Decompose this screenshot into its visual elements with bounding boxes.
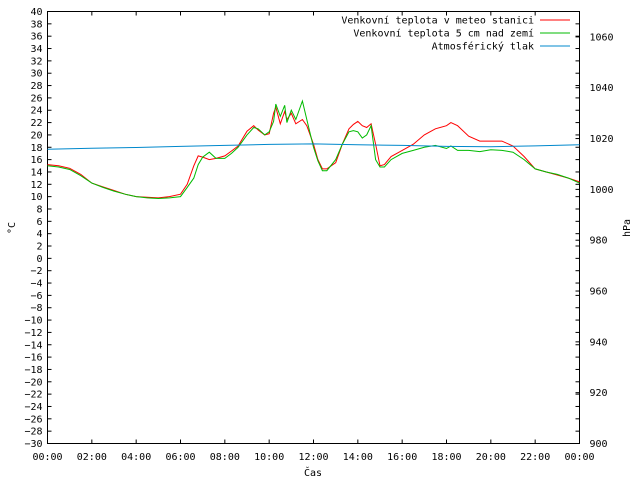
x-tick-label: 02:00 (77, 452, 107, 463)
y-tick-label: 26 (30, 93, 42, 104)
y-tick-label: 28 (30, 81, 42, 92)
y-tick-label: −8 (30, 303, 42, 314)
y2-tick-label: 1060 (590, 32, 614, 43)
y-tick-label: 38 (30, 19, 42, 30)
left-axis: 4038363432302826242220181614121086420−2−… (24, 7, 580, 450)
legend: Venkovní teplota v meteo staniciVenkovní… (341, 15, 570, 53)
y-tick-label: −12 (24, 328, 42, 339)
y-tick-label: 2 (36, 242, 42, 253)
y-tick-label: −22 (24, 390, 42, 401)
y2-tick-label: 1000 (590, 185, 614, 196)
y-tick-label: 4 (36, 229, 42, 240)
x-tick-label: 00:00 (32, 452, 62, 463)
y-tick-label: −2 (30, 266, 42, 277)
y2-tick-label: 980 (590, 236, 608, 247)
x-axis: 00:00 02:00 04:00 06:00 08:00 10:00 12:00 14:00… (32, 11, 595, 463)
series-line (47, 143, 580, 150)
series-line (47, 99, 580, 200)
y2-tick-label: 940 (590, 337, 608, 348)
x-tick-label: 12:00 (298, 452, 328, 463)
y-tick-label: 24 (30, 106, 42, 117)
legend-label: Venkovní teplota 5 cm nad zemí (353, 28, 534, 40)
legend-label: Venkovní teplota v meteo stanici (341, 15, 534, 27)
x-tick-label: 10:00 (254, 452, 284, 463)
y-tick-label: 22 (30, 118, 42, 129)
y2-axis-label: hPa (622, 219, 633, 237)
y-tick-label: −18 (24, 365, 42, 376)
x-tick-label: 18:00 (431, 452, 461, 463)
y-tick-label: −16 (24, 353, 42, 364)
y2-tick-label: 1040 (590, 83, 614, 94)
y-tick-label: 40 (30, 7, 42, 18)
y-tick-label: 18 (30, 143, 42, 154)
y2-tick-label: 960 (590, 287, 608, 298)
x-tick-label: 20:00 (476, 452, 506, 463)
y2-tick-label: 900 (590, 439, 608, 450)
y-tick-label: 36 (30, 32, 42, 43)
plot-frame (47, 11, 580, 444)
y-tick-label: 32 (30, 56, 42, 67)
y-tick-label: −28 (24, 427, 42, 438)
y-tick-label: 34 (30, 44, 42, 55)
right-axis: 1060 1040 1020 1000 980 960 940 920 900 (575, 32, 614, 450)
y-tick-label: −20 (24, 377, 42, 388)
series-group (47, 99, 580, 200)
y-tick-label: −30 (24, 439, 42, 450)
y-tick-label: −10 (24, 316, 42, 327)
x-tick-label: 16:00 (387, 452, 417, 463)
x-tick-label: 04:00 (121, 452, 151, 463)
y-tick-label: −14 (24, 340, 42, 351)
y-tick-label: 6 (36, 217, 42, 228)
y-tick-label: 16 (30, 155, 42, 166)
y-tick-label: −24 (24, 402, 42, 413)
y-tick-label: 8 (36, 204, 42, 215)
x-tick-label: 14:00 (343, 452, 373, 463)
y-tick-label: 20 (30, 130, 42, 141)
x-tick-label: 08:00 (210, 452, 240, 463)
y-axis-label: °C (7, 222, 18, 234)
x-tick-label: 00:00 (564, 452, 594, 463)
series-line (47, 105, 580, 199)
y-tick-label: 10 (30, 192, 42, 203)
y-tick-label: 14 (30, 167, 42, 178)
x-tick-label: 22:00 (520, 452, 550, 463)
x-tick-label: 06:00 (165, 452, 195, 463)
y-tick-label: −26 (24, 414, 42, 425)
x-axis-label: Čas (304, 466, 322, 479)
y-tick-label: 12 (30, 180, 42, 191)
y-tick-label: −4 (30, 279, 42, 290)
y2-tick-label: 1020 (590, 134, 614, 145)
y-tick-label: 0 (36, 254, 42, 265)
y-tick-label: −6 (30, 291, 42, 302)
y-tick-label: 30 (30, 69, 42, 80)
legend-label: Atmosférický tlak (432, 41, 534, 53)
y2-tick-label: 920 (590, 388, 608, 399)
